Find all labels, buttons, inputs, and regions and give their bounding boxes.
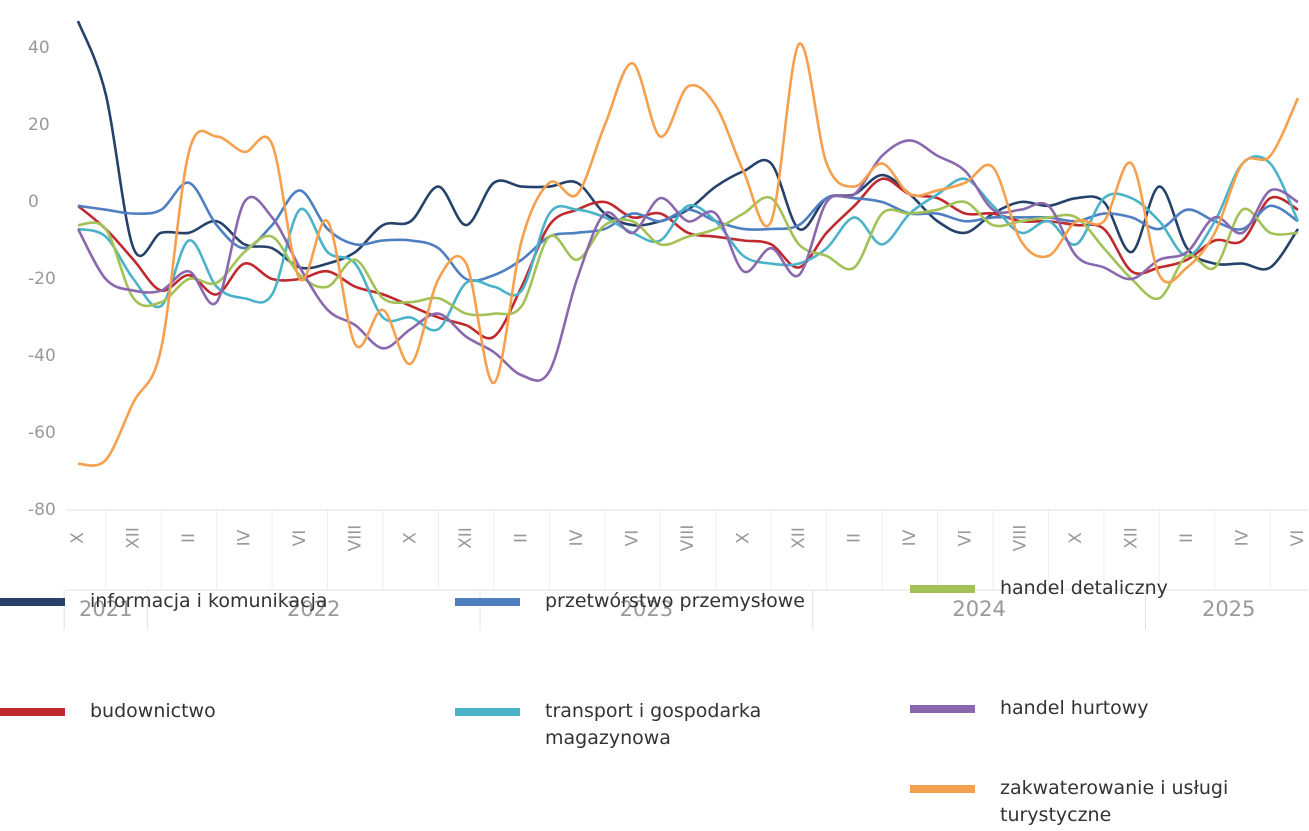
x-tick-label: XII [789, 527, 809, 549]
legend-item: handel hurtowy [910, 695, 1300, 722]
y-tick-label: 20 [28, 115, 50, 135]
x-tick-label: VI [623, 530, 643, 547]
series-line [77, 42, 1300, 467]
x-tick-label: VIII [678, 525, 698, 552]
x-tick-label: IV [900, 529, 920, 546]
legend-swatch [0, 598, 65, 606]
legend-item: budownictwo [0, 698, 390, 725]
legend-label: przetwórstwo przemysłowe [545, 590, 805, 612]
x-tick-label: X [1066, 532, 1086, 544]
x-tick-label: X [733, 532, 753, 544]
x-tick-label: IV [1233, 529, 1253, 546]
y-tick-label: -40 [28, 346, 56, 366]
series-line [77, 195, 1299, 317]
y-tick-label: 40 [28, 38, 50, 58]
x-tick-label: VI [1288, 530, 1308, 547]
legend-item: przetwórstwo przemysłowe [455, 588, 845, 615]
x-tick-label: X [68, 532, 88, 544]
series-line [76, 139, 1299, 382]
year-label: 2023 [620, 597, 673, 621]
legend-swatch [455, 598, 520, 606]
y-tick-label: -80 [28, 500, 56, 520]
legend-label: zakwaterowanie i usługi turystyczne [1000, 777, 1229, 826]
y-tick-label: 0 [28, 192, 39, 212]
legend-swatch [910, 785, 975, 793]
legend-swatch [910, 705, 975, 713]
year-label: 2021 [79, 597, 132, 621]
legend-item: transport i gospodarka magazynowa [455, 698, 845, 752]
x-tick-label: XII [1122, 527, 1142, 549]
year-label: 2025 [1202, 597, 1255, 621]
x-tick-label: XII [123, 527, 143, 549]
x-tick-label: XII [456, 527, 476, 549]
x-tick-label: II [512, 533, 532, 543]
series-line [77, 181, 1299, 283]
y-tick-label: -20 [28, 269, 56, 289]
x-tick-label: VIII [1011, 525, 1031, 552]
x-tick-label: X [401, 532, 421, 544]
legend-label: budownictwo [90, 700, 216, 722]
y-tick-label: -60 [28, 423, 56, 443]
x-tick-label: IV [567, 529, 587, 546]
series-line [77, 154, 1300, 332]
legend-swatch [0, 708, 65, 716]
x-tick-label: IV [234, 529, 254, 546]
year-label: 2022 [287, 597, 340, 621]
x-tick-label: VI [290, 530, 310, 547]
legend-item: handel detaliczny [910, 575, 1300, 602]
year-label: 2024 [952, 597, 1005, 621]
x-tick-label: II [179, 533, 199, 543]
legend-label: transport i gospodarka magazynowa [545, 700, 762, 749]
legend-label: informacja i komunikacja [90, 590, 328, 612]
legend-label: handel hurtowy [1000, 697, 1149, 719]
x-tick-label: II [844, 533, 864, 543]
legend-item: zakwaterowanie i usługi turystyczne [910, 775, 1300, 829]
x-tick-label: II [1177, 533, 1197, 543]
legend-label: handel detaliczny [1000, 577, 1168, 599]
legend-item: informacja i komunikacja [0, 588, 390, 615]
legend-swatch [455, 708, 520, 716]
x-tick-label: VIII [345, 525, 365, 552]
x-tick-label: VI [955, 530, 975, 547]
legend-swatch [910, 585, 975, 593]
